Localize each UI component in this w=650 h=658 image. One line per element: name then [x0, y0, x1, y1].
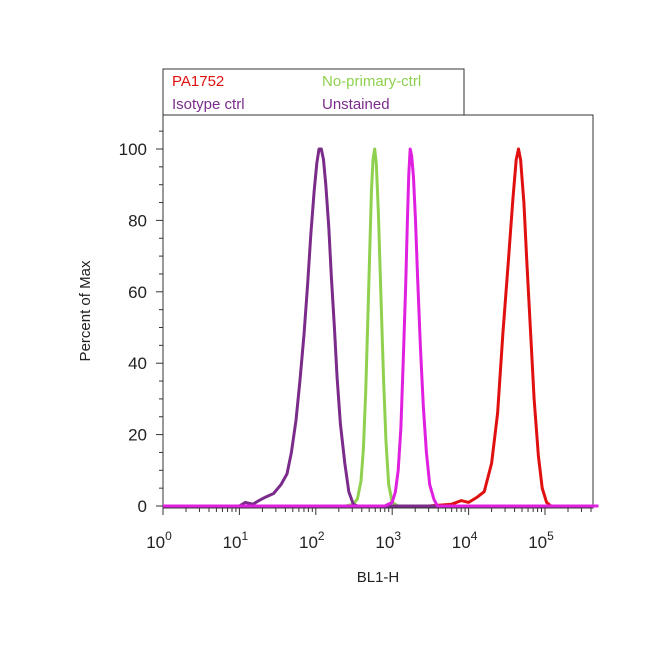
legend-label-isotype-ctrl: Isotype ctrl: [172, 96, 245, 113]
series-line-pa1752: [163, 147, 599, 508]
x-tick-label: 100: [146, 529, 172, 552]
x-tick-label: 105: [528, 529, 554, 552]
y-tick-label: 100: [119, 140, 147, 159]
series-line-no-primary-ctrl: [163, 147, 599, 508]
y-tick-label: 0: [138, 497, 147, 516]
series-layer: [163, 147, 599, 508]
x-tick-label: 104: [452, 529, 478, 552]
y-tick-label: 80: [128, 211, 147, 230]
legend: PA1752 No-primary-ctrl Isotype ctrl Unst…: [162, 68, 465, 116]
series-line-isotype-ctrl: [163, 147, 599, 508]
y-tick-label: 60: [128, 283, 147, 302]
legend-label-pa1752: PA1752: [172, 73, 224, 90]
x-tick-label: 102: [299, 529, 325, 552]
series-line-unstained: [163, 147, 599, 508]
y-axis-title: Percent of Max: [77, 260, 94, 361]
legend-label-no-primary-ctrl: No-primary-ctrl: [322, 73, 421, 90]
x-tick-label: 103: [375, 529, 401, 552]
y-tick-label: 20: [128, 426, 147, 445]
x-tick-label: 101: [223, 529, 249, 552]
y-tick-label: 40: [128, 354, 147, 373]
axis-layer: 0 20 40 60 80 100 100 101 102 103 104 105: [119, 130, 592, 552]
legend-label-unstained: Unstained: [322, 96, 390, 113]
legend-box: [162, 68, 465, 116]
plot-area: [162, 114, 594, 509]
x-axis-title: BL1-H: [357, 569, 400, 586]
